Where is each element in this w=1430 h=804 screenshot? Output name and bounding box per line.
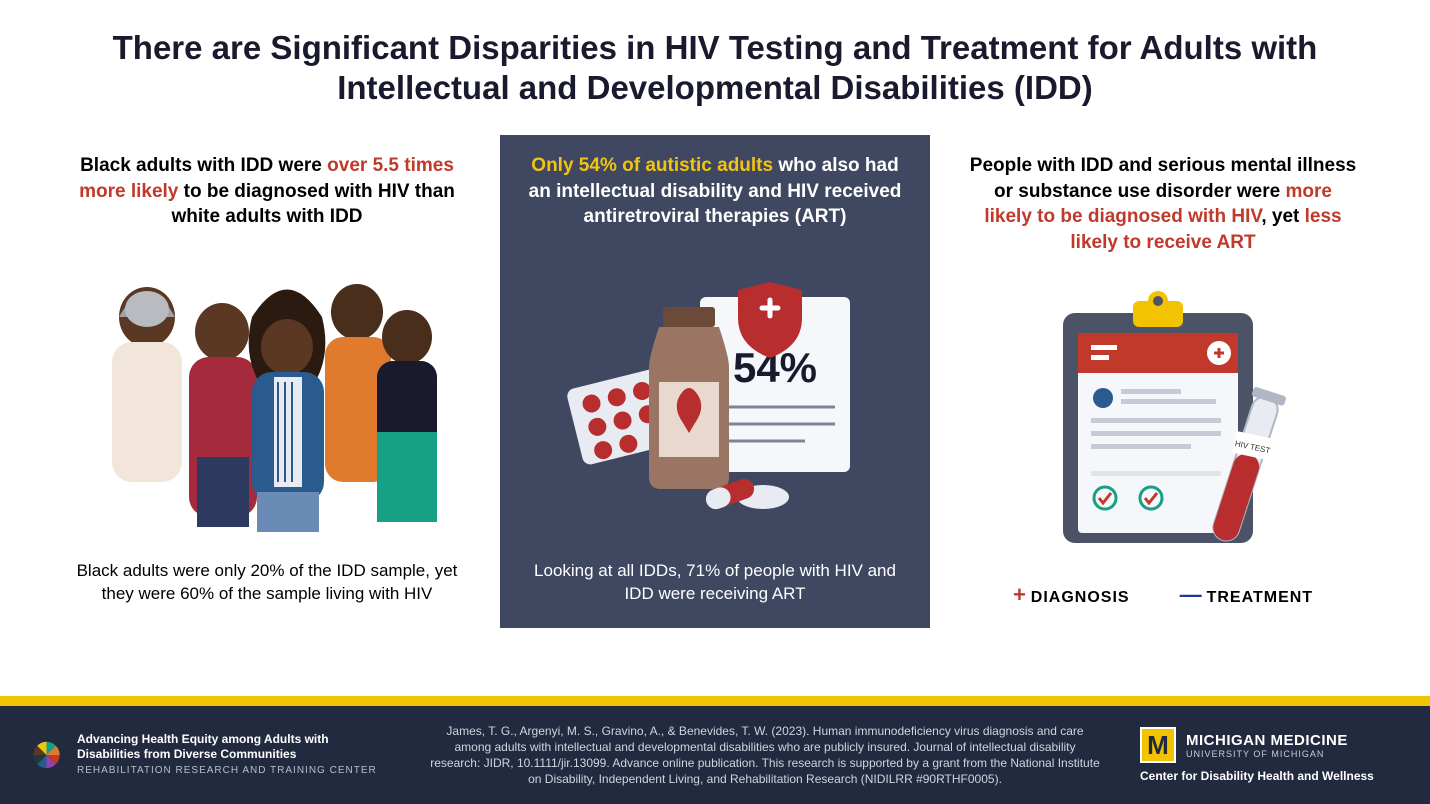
panel-right-head: People with IDD and serious mental illne…	[968, 153, 1358, 256]
panel-left-head: Black adults with IDD were over 5.5 time…	[72, 153, 462, 230]
diag-treat-row: +DIAGNOSIS —TREATMENT	[968, 582, 1358, 608]
yellow-divider	[0, 696, 1430, 706]
medication-icon: 54%	[520, 252, 910, 542]
panel-left: Black adults with IDD were over 5.5 time…	[52, 135, 482, 628]
pinwheel-icon	[30, 730, 63, 780]
minus-icon: —	[1180, 582, 1203, 607]
panel-right: People with IDD and serious mental illne…	[948, 135, 1378, 628]
people-group-icon	[72, 252, 462, 542]
clipboard-icon: HIV TEST	[968, 278, 1358, 568]
panel-middle-head: Only 54% of autistic adults who also had…	[520, 153, 910, 230]
footer-left: Advancing Health Equity among Adults wit…	[30, 730, 390, 780]
panel-middle-foot: Looking at all IDDs, 71% of people with …	[520, 560, 910, 606]
michigan-m-icon: M	[1140, 727, 1176, 763]
infographic-title: There are Significant Disparities in HIV…	[0, 0, 1430, 125]
footer-citation: James, T. G., Argenyi, M. S., Gravino, A…	[420, 723, 1110, 788]
panel-middle: Only 54% of autistic adults who also had…	[500, 135, 930, 628]
footer: Advancing Health Equity among Adults wit…	[0, 706, 1430, 804]
footer-right: M MICHIGAN MEDICINE UNIVERSITY OF MICHIG…	[1140, 727, 1400, 783]
plus-icon: +	[1013, 582, 1027, 607]
panels-row: Black adults with IDD were over 5.5 time…	[0, 125, 1430, 628]
panel-left-foot: Black adults were only 20% of the IDD sa…	[72, 560, 462, 606]
